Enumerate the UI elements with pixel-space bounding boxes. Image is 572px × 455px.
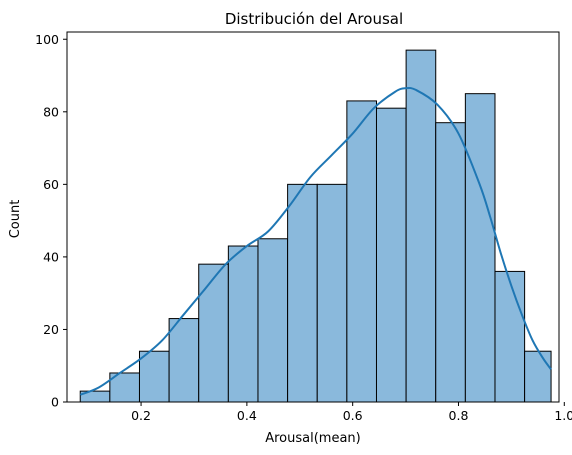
histogram-bar-6 — [257, 238, 289, 403]
x-tick-label: 1.0 — [554, 408, 572, 423]
x-tick-label: 0.8 — [449, 408, 469, 423]
histogram-bar-3 — [168, 318, 200, 403]
bars-group — [79, 49, 552, 403]
x-axis-ticks: 0.2 0.4 0.6 0.8 1.0 — [131, 402, 572, 423]
y-tick-label: 40 — [43, 249, 59, 264]
histogram-bar-7 — [287, 183, 318, 403]
y-tick-label: 60 — [43, 177, 59, 192]
axes-frame — [66, 31, 560, 403]
y-tick-label: 100 — [35, 32, 59, 47]
histogram-bar-10 — [375, 107, 407, 403]
histogram-bar-8 — [316, 183, 348, 403]
histogram-bar-12 — [435, 122, 466, 403]
kde-curve — [79, 86, 552, 396]
y-tick-label: 0 — [51, 395, 59, 410]
histogram-bar-14 — [494, 270, 526, 403]
histogram-bar-2 — [138, 350, 170, 403]
chart-title: Distribución del Arousal — [225, 10, 403, 28]
histogram-bar-5 — [227, 245, 259, 403]
x-tick-label: 0.4 — [237, 408, 257, 423]
y-axis-ticks: 0 20 40 60 80 100 — [35, 32, 67, 410]
y-tick-label: 80 — [43, 104, 59, 119]
x-tick-label: 0.6 — [343, 408, 363, 423]
x-axis-label: Arousal(mean) — [265, 431, 361, 446]
y-tick-label: 20 — [43, 322, 59, 337]
y-axis-label: Count — [8, 200, 23, 239]
histogram-bar-15 — [524, 350, 552, 403]
histogram-bar-9 — [346, 100, 377, 403]
histogram-bar-13 — [464, 93, 496, 403]
histogram-bar-4 — [198, 263, 229, 403]
histogram-bar-11 — [405, 49, 437, 403]
x-tick-label: 0.2 — [131, 408, 151, 423]
